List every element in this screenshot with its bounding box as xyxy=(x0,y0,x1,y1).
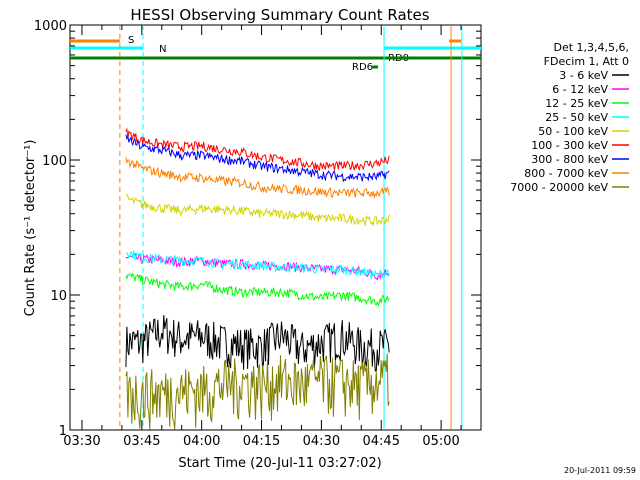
axes: 03:30 03:45 04:00 04:15 04:30 04:45 05:00 1 10 10… xyxy=(34,19,482,449)
series-line-8 xyxy=(125,353,390,430)
y-tick-label: 1 xyxy=(59,424,67,439)
plot-area xyxy=(69,24,482,431)
series-line-5 xyxy=(125,127,390,172)
x-tick-label: 04:45 xyxy=(363,434,400,449)
series-line-4 xyxy=(125,193,390,228)
chart-title: HESSI Observing Summary Count Rates xyxy=(130,6,429,24)
x-tick-label: 04:30 xyxy=(303,434,340,449)
legend-entry-label: 3 - 6 keV xyxy=(559,69,608,82)
y-tick-label: 10 xyxy=(50,289,67,304)
legend-entry-label: 100 - 300 keV xyxy=(531,139,608,152)
flag-label-rd6: RD6 xyxy=(352,62,373,73)
series-line-3 xyxy=(125,250,390,281)
legend-header-line-1: Det 1,3,4,5,6, xyxy=(553,41,629,54)
legend: Det 1,3,4,5,6, FDecim 1, Att 0 3 - 6 keV… xyxy=(510,41,629,194)
series-line-2 xyxy=(125,272,390,307)
x-tick-label: 05:00 xyxy=(422,434,459,449)
legend-entry-label: 6 - 12 keV xyxy=(552,83,608,96)
legend-entry-label: 800 - 7000 keV xyxy=(524,167,608,180)
y-axis-label: Count Rate (s⁻¹ detector⁻¹) xyxy=(23,140,38,317)
legend-entry-label: 300 - 800 keV xyxy=(531,153,608,166)
legend-entry-label: 7000 - 20000 keV xyxy=(510,181,608,194)
x-tick-label: 04:15 xyxy=(243,434,280,449)
series-layer xyxy=(125,127,390,430)
generation-timestamp: 20-Jul-2011 09:59 xyxy=(564,466,636,475)
legend-header-line-2: FDecim 1, Att 0 xyxy=(544,55,629,68)
plot-border xyxy=(69,24,482,431)
series-line-7 xyxy=(125,157,390,199)
y-tick-label: 1000 xyxy=(34,19,67,34)
x-tick-label: 04:00 xyxy=(183,434,220,449)
series-line-6 xyxy=(125,134,390,183)
legend-entry-label: 25 - 50 keV xyxy=(545,111,608,124)
series-line-0 xyxy=(125,315,390,372)
instrument-flags: S N RD6 RD0 xyxy=(70,25,481,430)
x-tick-label: 03:30 xyxy=(63,434,100,449)
x-axis-label: Start Time (20-Jul-11 03:27:02) xyxy=(178,456,381,471)
y-tick-label: 100 xyxy=(42,154,67,169)
flag-label-n: N xyxy=(159,44,166,55)
flag-label-s: S xyxy=(128,35,134,46)
legend-entry-label: 12 - 25 keV xyxy=(545,97,608,110)
legend-entry-label: 50 - 100 keV xyxy=(538,125,608,138)
x-tick-label: 03:45 xyxy=(123,434,160,449)
